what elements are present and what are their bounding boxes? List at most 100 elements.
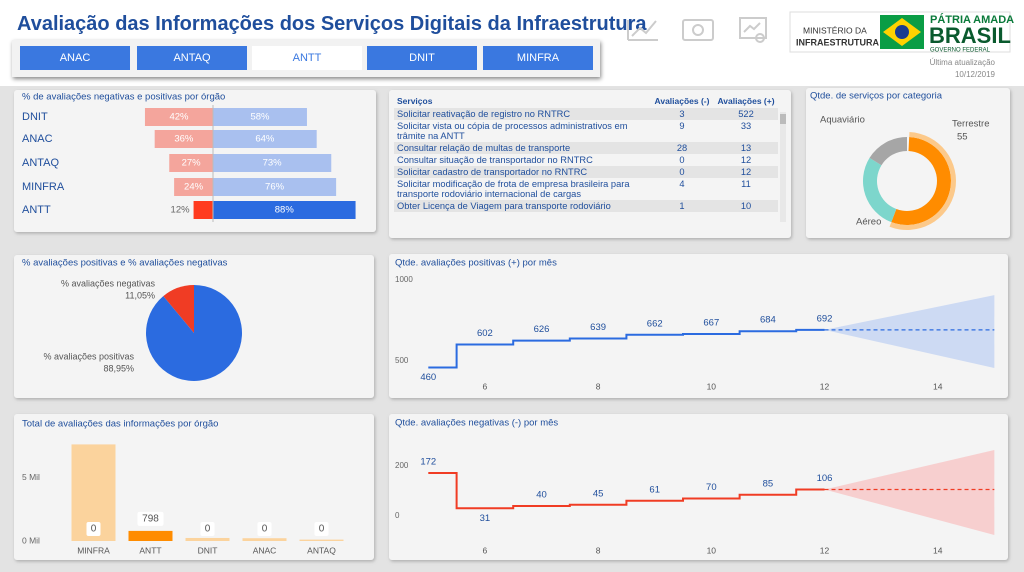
header: Avaliação das Informações dos Serviços D… [0, 0, 1024, 86]
table-cell: 522 [738, 109, 754, 119]
charts: % de avaliações negativas e positivas po… [14, 88, 1010, 560]
tab-bar: ANAC ANTAQ ANTT DNIT MINFRA [12, 40, 600, 77]
tbody: Solicitar reativação de registro no RNTR… [394, 108, 778, 212]
header-graphics: MINISTÉRIO DA INFRAESTRUTURA PÁTRIA AMAD… [627, 11, 1014, 54]
ministry: MINISTÉRIO DA [803, 25, 867, 35]
y-tick-label: 200 [395, 461, 409, 470]
bar [185, 537, 230, 541]
bar [169, 154, 213, 172]
table-row: Solicitar cadastro de transportador no R… [394, 166, 778, 178]
forecast-band [824, 450, 995, 535]
bar [174, 178, 213, 196]
data-label: 667 [703, 317, 719, 328]
value-label: 0 [319, 524, 325, 535]
category-label: DNIT [22, 111, 48, 123]
scrollbar [780, 112, 786, 222]
table-cell: 9 [679, 121, 685, 131]
x-tick-label: DNIT [198, 545, 218, 555]
tab[interactable]: MINFRA [483, 46, 593, 70]
chart-title: % de avaliações negativas e positivas po… [22, 92, 225, 103]
data-label: 45 [593, 488, 604, 499]
update-info: Última atualização 10/12/2019 [930, 57, 995, 81]
data-label: 602 [477, 328, 493, 339]
x-tick-label: 14 [933, 381, 943, 391]
table-cell: 4 [679, 179, 685, 189]
scrollbar-thumb [780, 114, 786, 124]
table-cell: Consultar relação de multas de transport… [397, 143, 571, 153]
data-label: 61 [649, 484, 660, 495]
x-tick-label: 14 [933, 545, 943, 555]
value-label: 798 [142, 514, 159, 525]
tab[interactable]: DNIT [367, 46, 477, 70]
panel [389, 414, 1008, 560]
x-tick-label: 6 [483, 545, 488, 555]
value-label: 0 [91, 524, 97, 535]
donut-slice [863, 157, 897, 223]
bar [213, 130, 317, 148]
slice-label: % avaliações positivas [43, 351, 134, 361]
bar [144, 108, 213, 126]
line [428, 472, 825, 510]
value-label: 64% [255, 134, 275, 145]
bar [242, 538, 287, 541]
panel [806, 88, 1010, 238]
icons [627, 17, 767, 43]
table-row: Obter Licença de Viagem para transporte … [394, 200, 778, 212]
chart-title: % avaliações positivas e % avaliações ne… [22, 258, 228, 269]
value-label: 73% [263, 158, 283, 169]
slice-label: Aéreo [856, 217, 881, 228]
y-tick-label: 500 [395, 356, 409, 365]
tab[interactable]: ANAC [20, 46, 130, 70]
x-tick-label: 10 [707, 545, 717, 555]
table-cell: 3 [679, 109, 685, 119]
tab[interactable]: ANTT [252, 46, 362, 70]
bar [154, 130, 213, 148]
label-box [314, 522, 329, 536]
x-tick-label: 8 [596, 545, 601, 555]
column-header: Serviços [397, 96, 433, 106]
table-row: Solicitar reativação de registro no RNTR… [394, 108, 778, 120]
data-label: 106 [817, 473, 833, 484]
x-tick-label: MINFRA [77, 545, 110, 555]
table-header: Serviços Avaliações (-) Avaliações (+) [394, 94, 778, 108]
y-tick-label: 0 Mil [22, 535, 40, 545]
update-date: 10/12/2019 [954, 70, 995, 79]
table-row: Solicitar modificação de frota de empres… [394, 178, 778, 200]
data-label: 70 [706, 482, 717, 493]
data-label: 639 [590, 322, 606, 333]
table-cell: 33 [740, 121, 752, 131]
y-tick-label: 1000 [395, 275, 413, 284]
bar [128, 530, 173, 541]
data-label: 172 [420, 457, 436, 468]
label-box [257, 522, 272, 536]
table-cell: Consultar situação de transportador no R… [397, 155, 593, 165]
bar [213, 201, 356, 219]
data-label: 662 [647, 318, 663, 329]
value-label: 88% [275, 205, 295, 216]
slice-value: 88,95% [103, 363, 134, 373]
table-cell: 12 [740, 167, 752, 177]
bar [193, 201, 213, 219]
data-label: 85 [763, 478, 774, 489]
chart-title: Qtde. avaliações negativas (-) por mês [395, 418, 558, 429]
chart-title: Qtde. avaliações positivas (+) por mês [395, 258, 557, 269]
bar [213, 178, 337, 196]
label-box [137, 511, 164, 526]
table-cell: 1 [679, 201, 685, 211]
table-row: Solicitar vista ou cópia de processos ad… [394, 120, 778, 142]
table-cell: Solicitar vista ou cópia de processos ad… [397, 121, 628, 141]
table-cell: Solicitar reativação de registro no RNTR… [397, 109, 571, 119]
value-label: 58% [250, 112, 270, 123]
slice-label: Aquaviário [820, 115, 865, 126]
chart-title: Qtde. de serviços por categoria [810, 91, 943, 102]
category-label: ANTAQ [22, 157, 60, 169]
bar [213, 108, 307, 126]
donut-slice [869, 137, 907, 166]
table-cell: Obter Licença de Viagem para transporte … [397, 201, 611, 211]
panel [389, 254, 1008, 398]
forecast-band [824, 295, 995, 368]
value-label: 24% [184, 182, 204, 193]
donut-slice [891, 137, 952, 226]
x-tick-label: 12 [820, 545, 830, 555]
tab[interactable]: ANTAQ [137, 46, 247, 70]
